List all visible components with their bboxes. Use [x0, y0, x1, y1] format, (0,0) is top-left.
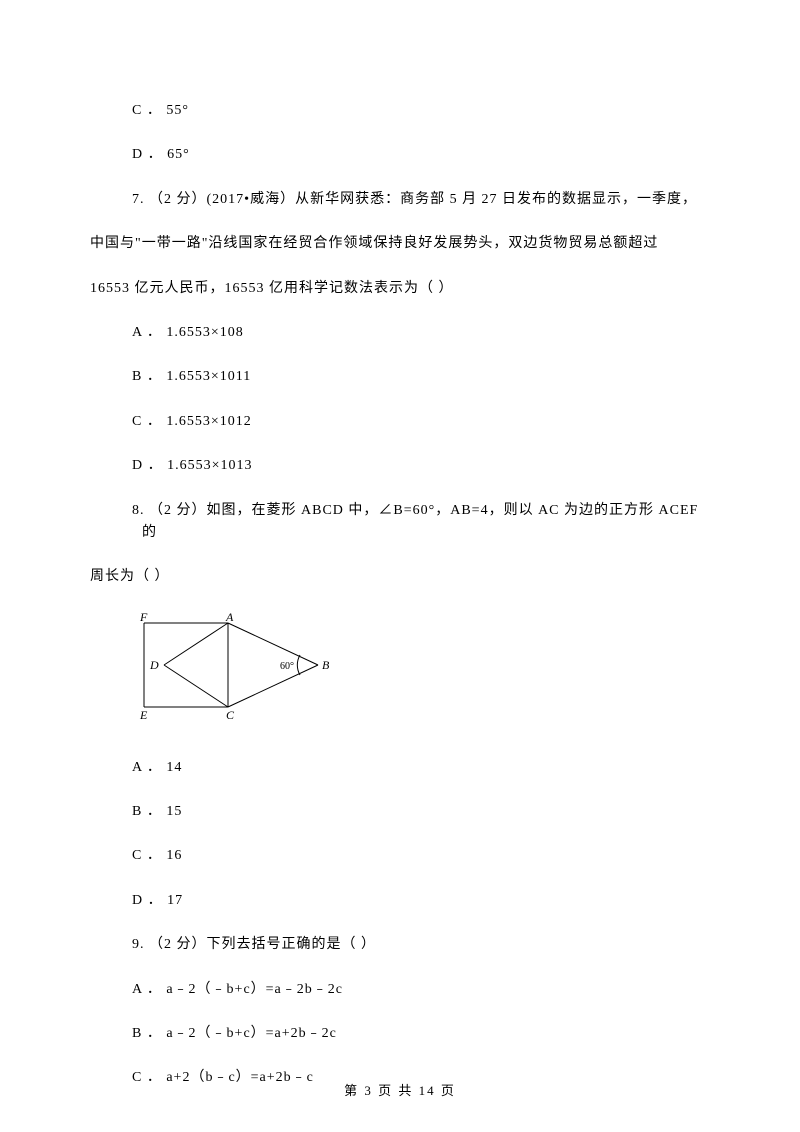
q8-stem-line2: 周长为（ ）	[90, 566, 710, 588]
q8-option-a: A ． 14	[90, 757, 710, 779]
q7-option-b: B ． 1.6553×1011	[90, 366, 710, 388]
svg-text:E: E	[139, 708, 148, 722]
q8-option-c: C ． 16	[90, 845, 710, 867]
svg-text:D: D	[149, 658, 159, 672]
q7-option-a: A ． 1.6553×108	[90, 322, 710, 344]
q8-option-b: B ． 15	[90, 801, 710, 823]
q9-option-b: B ． a﹣2（﹣b+c）=a+2b﹣2c	[90, 1023, 710, 1045]
q8-stem-line1: 8. （2 分）如图，在菱形 ABCD 中，∠B=60°，AB=4，则以 AC …	[90, 500, 710, 545]
q7-option-d: D ． 1.6553×1013	[90, 455, 710, 477]
q8-option-d: D ． 17	[90, 890, 710, 912]
q6-option-d: D ． 65°	[90, 144, 710, 166]
q7-stem-line3: 16553 亿元人民币，16553 亿用科学记数法表示为（ ）	[90, 278, 710, 300]
svg-text:F: F	[139, 611, 148, 624]
svg-text:B: B	[322, 658, 330, 672]
q9-option-a: A ． a﹣2（﹣b+c）=a﹣2b﹣2c	[90, 979, 710, 1001]
q7-stem-line2: 中国与"一带一路"沿线国家在经贸合作领域保持良好发展势头，双边货物贸易总额超过	[90, 233, 710, 255]
q7-option-c: C ． 1.6553×1012	[90, 411, 710, 433]
q7-stem-line1: 7. （2 分）(2017•威海）从新华网获悉：商务部 5 月 27 日发布的数…	[90, 189, 710, 211]
svg-text:60°: 60°	[280, 661, 294, 672]
svg-text:C: C	[226, 708, 235, 722]
page-footer: 第 3 页 共 14 页	[0, 1081, 800, 1102]
q6-option-c: C ． 55°	[90, 100, 710, 122]
q8-figure: F A E C D B 60°	[132, 611, 710, 731]
q9-stem: 9. （2 分）下列去括号正确的是（ ）	[90, 934, 710, 956]
svg-text:A: A	[225, 611, 234, 624]
